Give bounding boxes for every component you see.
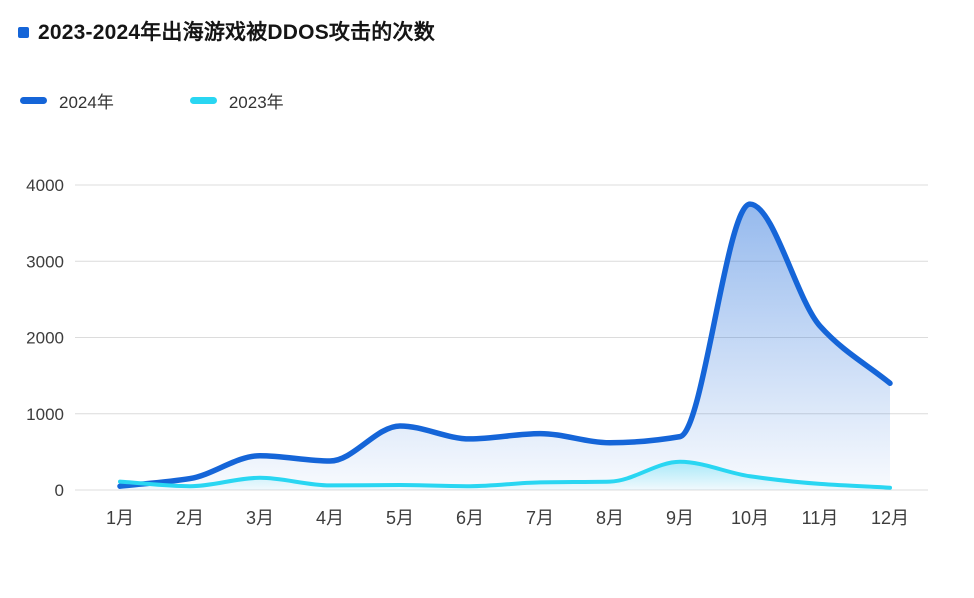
series-area-1 bbox=[120, 461, 890, 490]
x-axis-tick-label: 4月 bbox=[316, 508, 344, 528]
x-axis-tick-label: 3月 bbox=[246, 508, 274, 528]
x-axis-tick-label: 10月 bbox=[731, 508, 769, 528]
x-axis-tick-label: 7月 bbox=[526, 508, 554, 528]
x-axis-tick-label: 6月 bbox=[456, 508, 484, 528]
legend-item-2023[interactable]: 2023年 bbox=[189, 88, 284, 113]
y-axis-tick-label: 1000 bbox=[26, 405, 64, 424]
x-axis-tick-label: 2月 bbox=[176, 508, 204, 528]
legend-marker-2024 bbox=[20, 97, 47, 104]
y-axis-tick-label: 0 bbox=[55, 481, 64, 500]
chart-title: 2023-2024年出海游戏被DDOS攻击的次数 bbox=[38, 21, 435, 44]
y-axis-tick-label: 4000 bbox=[26, 176, 64, 195]
y-axis-tick-label: 3000 bbox=[26, 252, 64, 271]
legend-marker-2023 bbox=[189, 97, 217, 104]
x-axis-tick-label: 8月 bbox=[596, 508, 624, 528]
series-line-1 bbox=[118, 459, 892, 490]
title-bullet-icon bbox=[18, 26, 29, 38]
legend: 2024年 2023年 bbox=[20, 88, 284, 113]
legend-label-2023: 2023年 bbox=[228, 93, 284, 112]
x-axis-tick-label: 12月 bbox=[871, 508, 909, 528]
x-axis-tick-label: 5月 bbox=[386, 508, 414, 528]
x-axis-tick-label: 1月 bbox=[106, 508, 134, 528]
chart-title-row: 2023-2024年出海游戏被DDOS攻击的次数 bbox=[18, 16, 435, 46]
series-area-0 bbox=[120, 204, 890, 490]
y-axis-tick-label: 2000 bbox=[26, 329, 64, 348]
x-axis-tick-label: 9月 bbox=[666, 508, 694, 528]
legend-label-2024: 2024年 bbox=[59, 93, 114, 112]
x-axis-tick-label: 11月 bbox=[802, 508, 839, 528]
legend-item-2024[interactable]: 2024年 bbox=[20, 88, 114, 113]
series-line-0 bbox=[117, 201, 893, 489]
